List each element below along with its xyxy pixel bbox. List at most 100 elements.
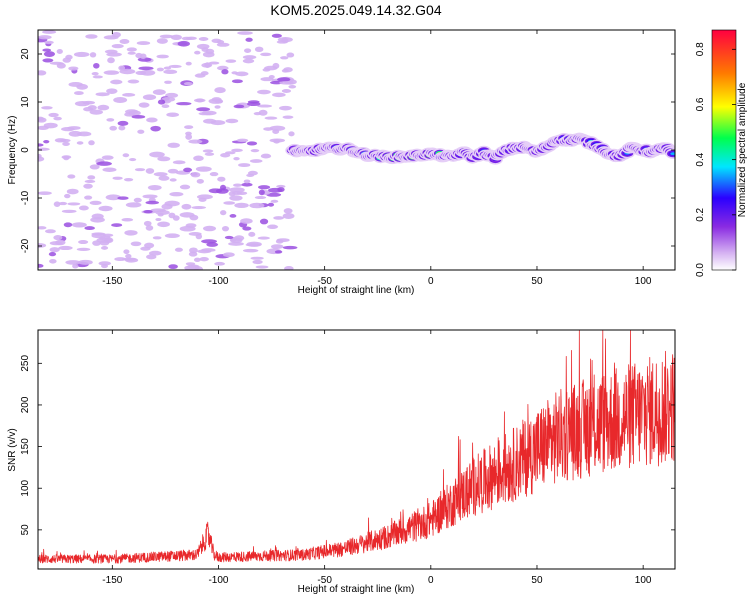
noise-blob bbox=[161, 96, 176, 102]
noise-blob bbox=[254, 46, 264, 53]
noise-blob bbox=[138, 102, 150, 108]
noise-blob bbox=[44, 40, 54, 45]
noise-blob bbox=[38, 156, 45, 162]
noise-blob bbox=[143, 209, 153, 214]
noise-blob bbox=[97, 104, 110, 111]
noise-blob bbox=[279, 81, 294, 85]
noise-blob bbox=[74, 91, 84, 96]
noise-blob bbox=[282, 115, 294, 119]
noise-blob bbox=[155, 217, 162, 222]
y-tick-label: -10 bbox=[20, 190, 31, 205]
noise-blob bbox=[245, 37, 253, 42]
noise-blob bbox=[38, 191, 52, 195]
noise-blob bbox=[221, 69, 229, 75]
noise-blob bbox=[288, 84, 297, 89]
noise-blob bbox=[143, 220, 152, 227]
noise-blob bbox=[199, 256, 209, 262]
noise-blob bbox=[249, 159, 263, 163]
spectrogram-x-axis-label: Height of straight line (km) bbox=[298, 285, 415, 296]
noise-blob bbox=[98, 205, 113, 212]
noise-blob bbox=[118, 125, 126, 131]
noise-blob bbox=[72, 263, 79, 269]
noise-blob bbox=[240, 218, 253, 224]
noise-blob bbox=[58, 201, 68, 206]
noise-blob bbox=[271, 33, 282, 38]
y-tick-label: 20 bbox=[20, 48, 31, 60]
colorbar-tick-label: 0.0 bbox=[695, 263, 706, 277]
noise-blob bbox=[164, 80, 172, 84]
noise-blob bbox=[84, 226, 95, 231]
noise-blob bbox=[281, 89, 292, 93]
noise-blob bbox=[161, 203, 173, 210]
noise-blob bbox=[96, 161, 112, 166]
colorbar-label: Normalized spectral amplitude bbox=[737, 82, 748, 217]
noise-blob bbox=[76, 247, 91, 251]
noise-blob bbox=[242, 226, 252, 231]
noise-blob bbox=[220, 210, 227, 216]
noise-blob bbox=[65, 260, 81, 265]
noise-blob bbox=[229, 214, 237, 218]
noise-blob bbox=[49, 247, 60, 253]
noise-blob bbox=[283, 67, 293, 73]
noise-blob bbox=[66, 188, 79, 195]
noise-blob bbox=[95, 92, 110, 97]
noise-blob bbox=[282, 245, 298, 250]
noise-blob bbox=[174, 247, 183, 252]
noise-blob bbox=[38, 117, 47, 123]
colorbar-tick-label: 0.6 bbox=[695, 97, 706, 111]
noise-blob bbox=[44, 229, 56, 234]
noise-blob bbox=[242, 248, 259, 253]
noise-blob bbox=[231, 79, 243, 84]
noise-blob bbox=[78, 240, 89, 245]
noise-blob bbox=[91, 213, 104, 220]
noise-blob bbox=[210, 120, 226, 126]
noise-blob bbox=[255, 265, 269, 269]
noise-blob bbox=[38, 226, 47, 230]
colorbar-ticks: 0.0 0.2 0.4 0.6 0.8 bbox=[695, 42, 736, 277]
noise-blob bbox=[280, 56, 289, 60]
noise-blob bbox=[169, 178, 177, 182]
noise-blob bbox=[101, 246, 109, 250]
noise-blob bbox=[68, 130, 82, 137]
noise-blob bbox=[272, 62, 280, 69]
snr-frame bbox=[37, 329, 676, 570]
noise-blob bbox=[222, 252, 235, 258]
noise-blob bbox=[68, 66, 79, 71]
noise-blob bbox=[196, 178, 204, 184]
y-tick-label: 200 bbox=[20, 396, 31, 413]
noise-blob bbox=[209, 172, 219, 177]
noise-blob bbox=[258, 109, 268, 116]
noise-blob bbox=[176, 102, 192, 106]
noise-blob bbox=[270, 199, 279, 203]
noise-blob bbox=[111, 43, 124, 49]
spectrogram-y-ticks: -20 -10 0 10 20 bbox=[20, 48, 675, 253]
noise-blob bbox=[107, 57, 115, 64]
snr-x-ticks: -150 -100 -50 0 50 100 bbox=[102, 330, 652, 586]
noise-blob bbox=[103, 70, 120, 75]
noise-blob bbox=[92, 75, 103, 79]
spectrogram-x-ticks: -150 -100 -50 0 50 100 bbox=[102, 30, 652, 287]
noise-blob bbox=[236, 138, 249, 143]
snr-plot-area bbox=[38, 330, 675, 569]
noise-blob bbox=[42, 48, 52, 52]
x-tick-label: -50 bbox=[317, 276, 332, 287]
noise-blob bbox=[274, 250, 283, 254]
noise-blob bbox=[67, 202, 81, 206]
spectrogram-ridge bbox=[285, 132, 675, 165]
noise-blob bbox=[145, 168, 155, 174]
noise-blob bbox=[273, 216, 284, 220]
noise-blob bbox=[277, 77, 291, 82]
noise-blob bbox=[286, 52, 295, 58]
noise-blob bbox=[127, 79, 140, 84]
noise-blob bbox=[159, 34, 174, 39]
noise-blob bbox=[257, 104, 273, 108]
noise-blob bbox=[153, 172, 168, 177]
noise-blob bbox=[264, 116, 278, 120]
noise-blob bbox=[56, 49, 63, 55]
noise-blob bbox=[163, 69, 178, 74]
noise-blob bbox=[168, 64, 182, 68]
noise-blob bbox=[149, 151, 165, 158]
noise-blob bbox=[146, 254, 157, 260]
noise-blob bbox=[58, 245, 73, 251]
noise-blob bbox=[225, 118, 239, 124]
